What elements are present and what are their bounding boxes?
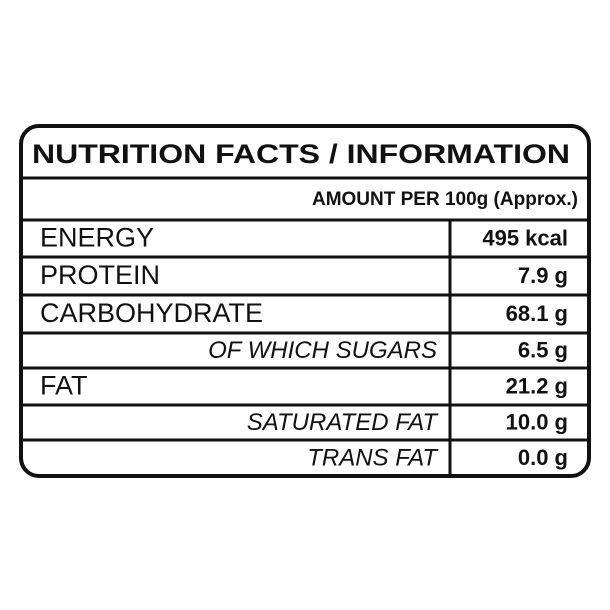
nutrient-name: PROTEIN	[40, 260, 160, 290]
nutrient-amount: 21.2 g	[506, 373, 568, 398]
nutrient-amount: 68.1 g	[506, 301, 568, 326]
nutrient-name: SATURATED FAT	[247, 409, 440, 436]
nutrient-amount: 495 kcal	[482, 225, 568, 250]
rows: ENERGY 495 kcal PROTEIN 7.9 g CARBOHYDRATE 68…	[21, 220, 589, 476]
nutrient-name: ENERGY	[40, 223, 154, 253]
nutrient-amount: 6.5 g	[518, 337, 568, 362]
nutrient-name: FAT	[40, 371, 88, 401]
nutrient-amount: 0.0 g	[518, 445, 568, 470]
title: NUTRITION FACTS / INFORMATION	[32, 139, 570, 169]
subtitle: AMOUNT PER 100g (Approx.)	[312, 189, 578, 210]
nutrient-amount: 7.9 g	[518, 263, 568, 288]
nutrient-name: TRANS FAT	[307, 444, 439, 471]
nutrient-amount: 10.0 g	[506, 409, 568, 434]
nutrient-name: CARBOHYDRATE	[40, 298, 263, 328]
nutrient-name: OF WHICH SUGARS	[208, 337, 437, 364]
label-border	[19, 124, 591, 478]
